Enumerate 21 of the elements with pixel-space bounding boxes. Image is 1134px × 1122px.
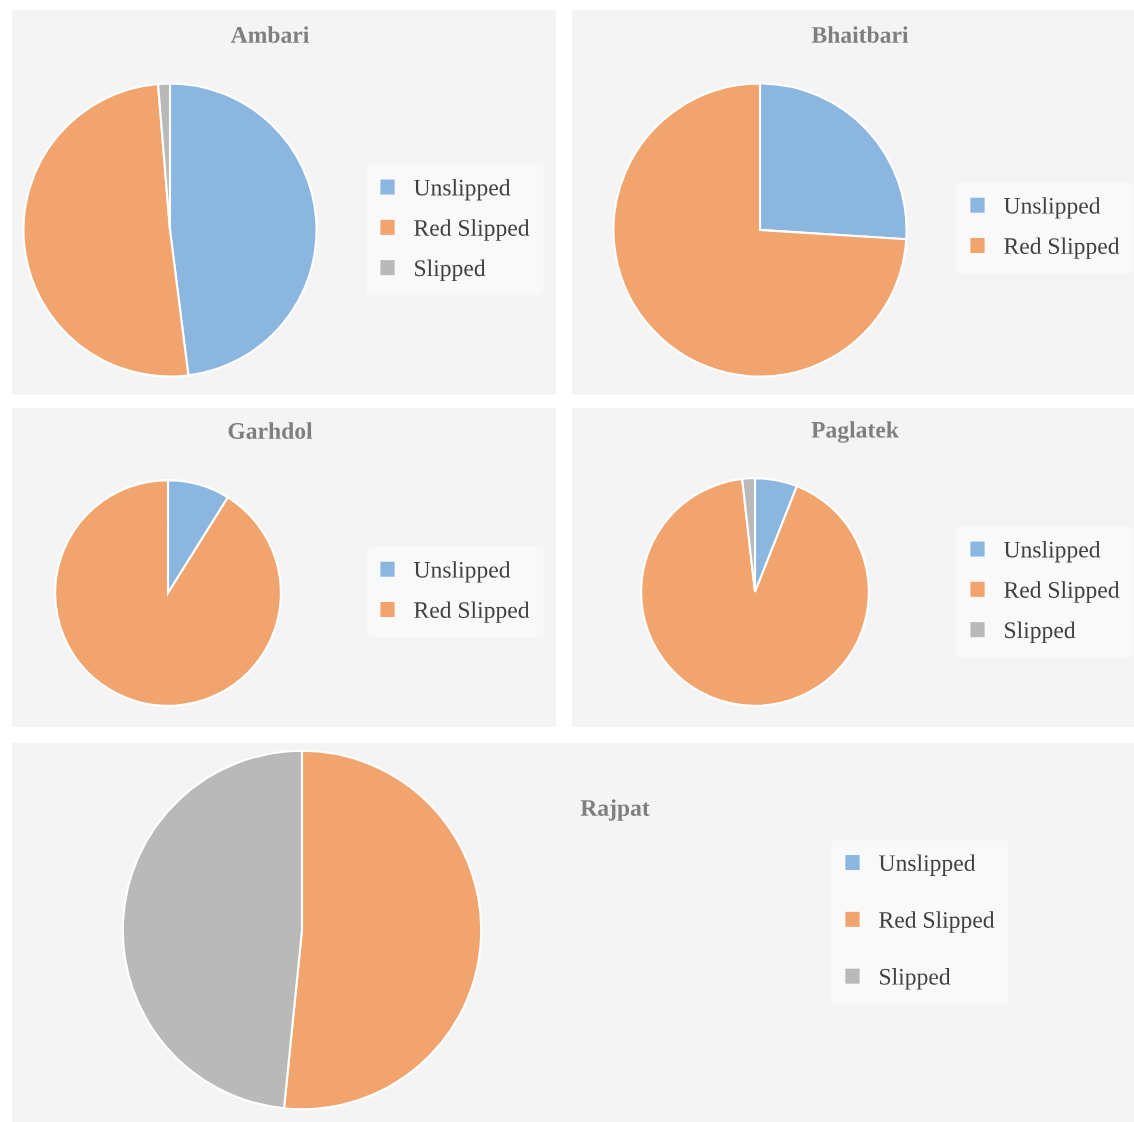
legend-label: Red Slipped — [879, 911, 995, 933]
legend-label: Red Slipped — [1004, 581, 1120, 603]
legend-label: Unslipped — [1003, 540, 1101, 563]
pie-slice — [54, 479, 282, 707]
legend-label: Red Slipped — [414, 219, 530, 241]
chart-title: Paglatek — [811, 421, 899, 443]
legend-label: Slipped — [415, 259, 486, 282]
legend-label: Slipped — [880, 968, 951, 990]
text: Rajpat — [580, 799, 650, 821]
legend-label: Unslipped — [1003, 197, 1101, 219]
pie-slice — [640, 477, 870, 707]
legend-label: Unslipped — [413, 561, 511, 583]
legend-label: Red Slipped — [1004, 237, 1120, 259]
legend-label: Red Slipped — [414, 601, 530, 623]
legend-label: Slipped — [1005, 621, 1076, 644]
legend-label: Unslipped — [878, 854, 976, 876]
pie-slice — [612, 82, 908, 378]
legend-label: Unslipped — [413, 178, 511, 201]
chart-title: Bhaitbari — [811, 26, 909, 43]
chart-title: Garhdol — [228, 422, 313, 439]
chart-title: Ambari — [230, 26, 309, 43]
